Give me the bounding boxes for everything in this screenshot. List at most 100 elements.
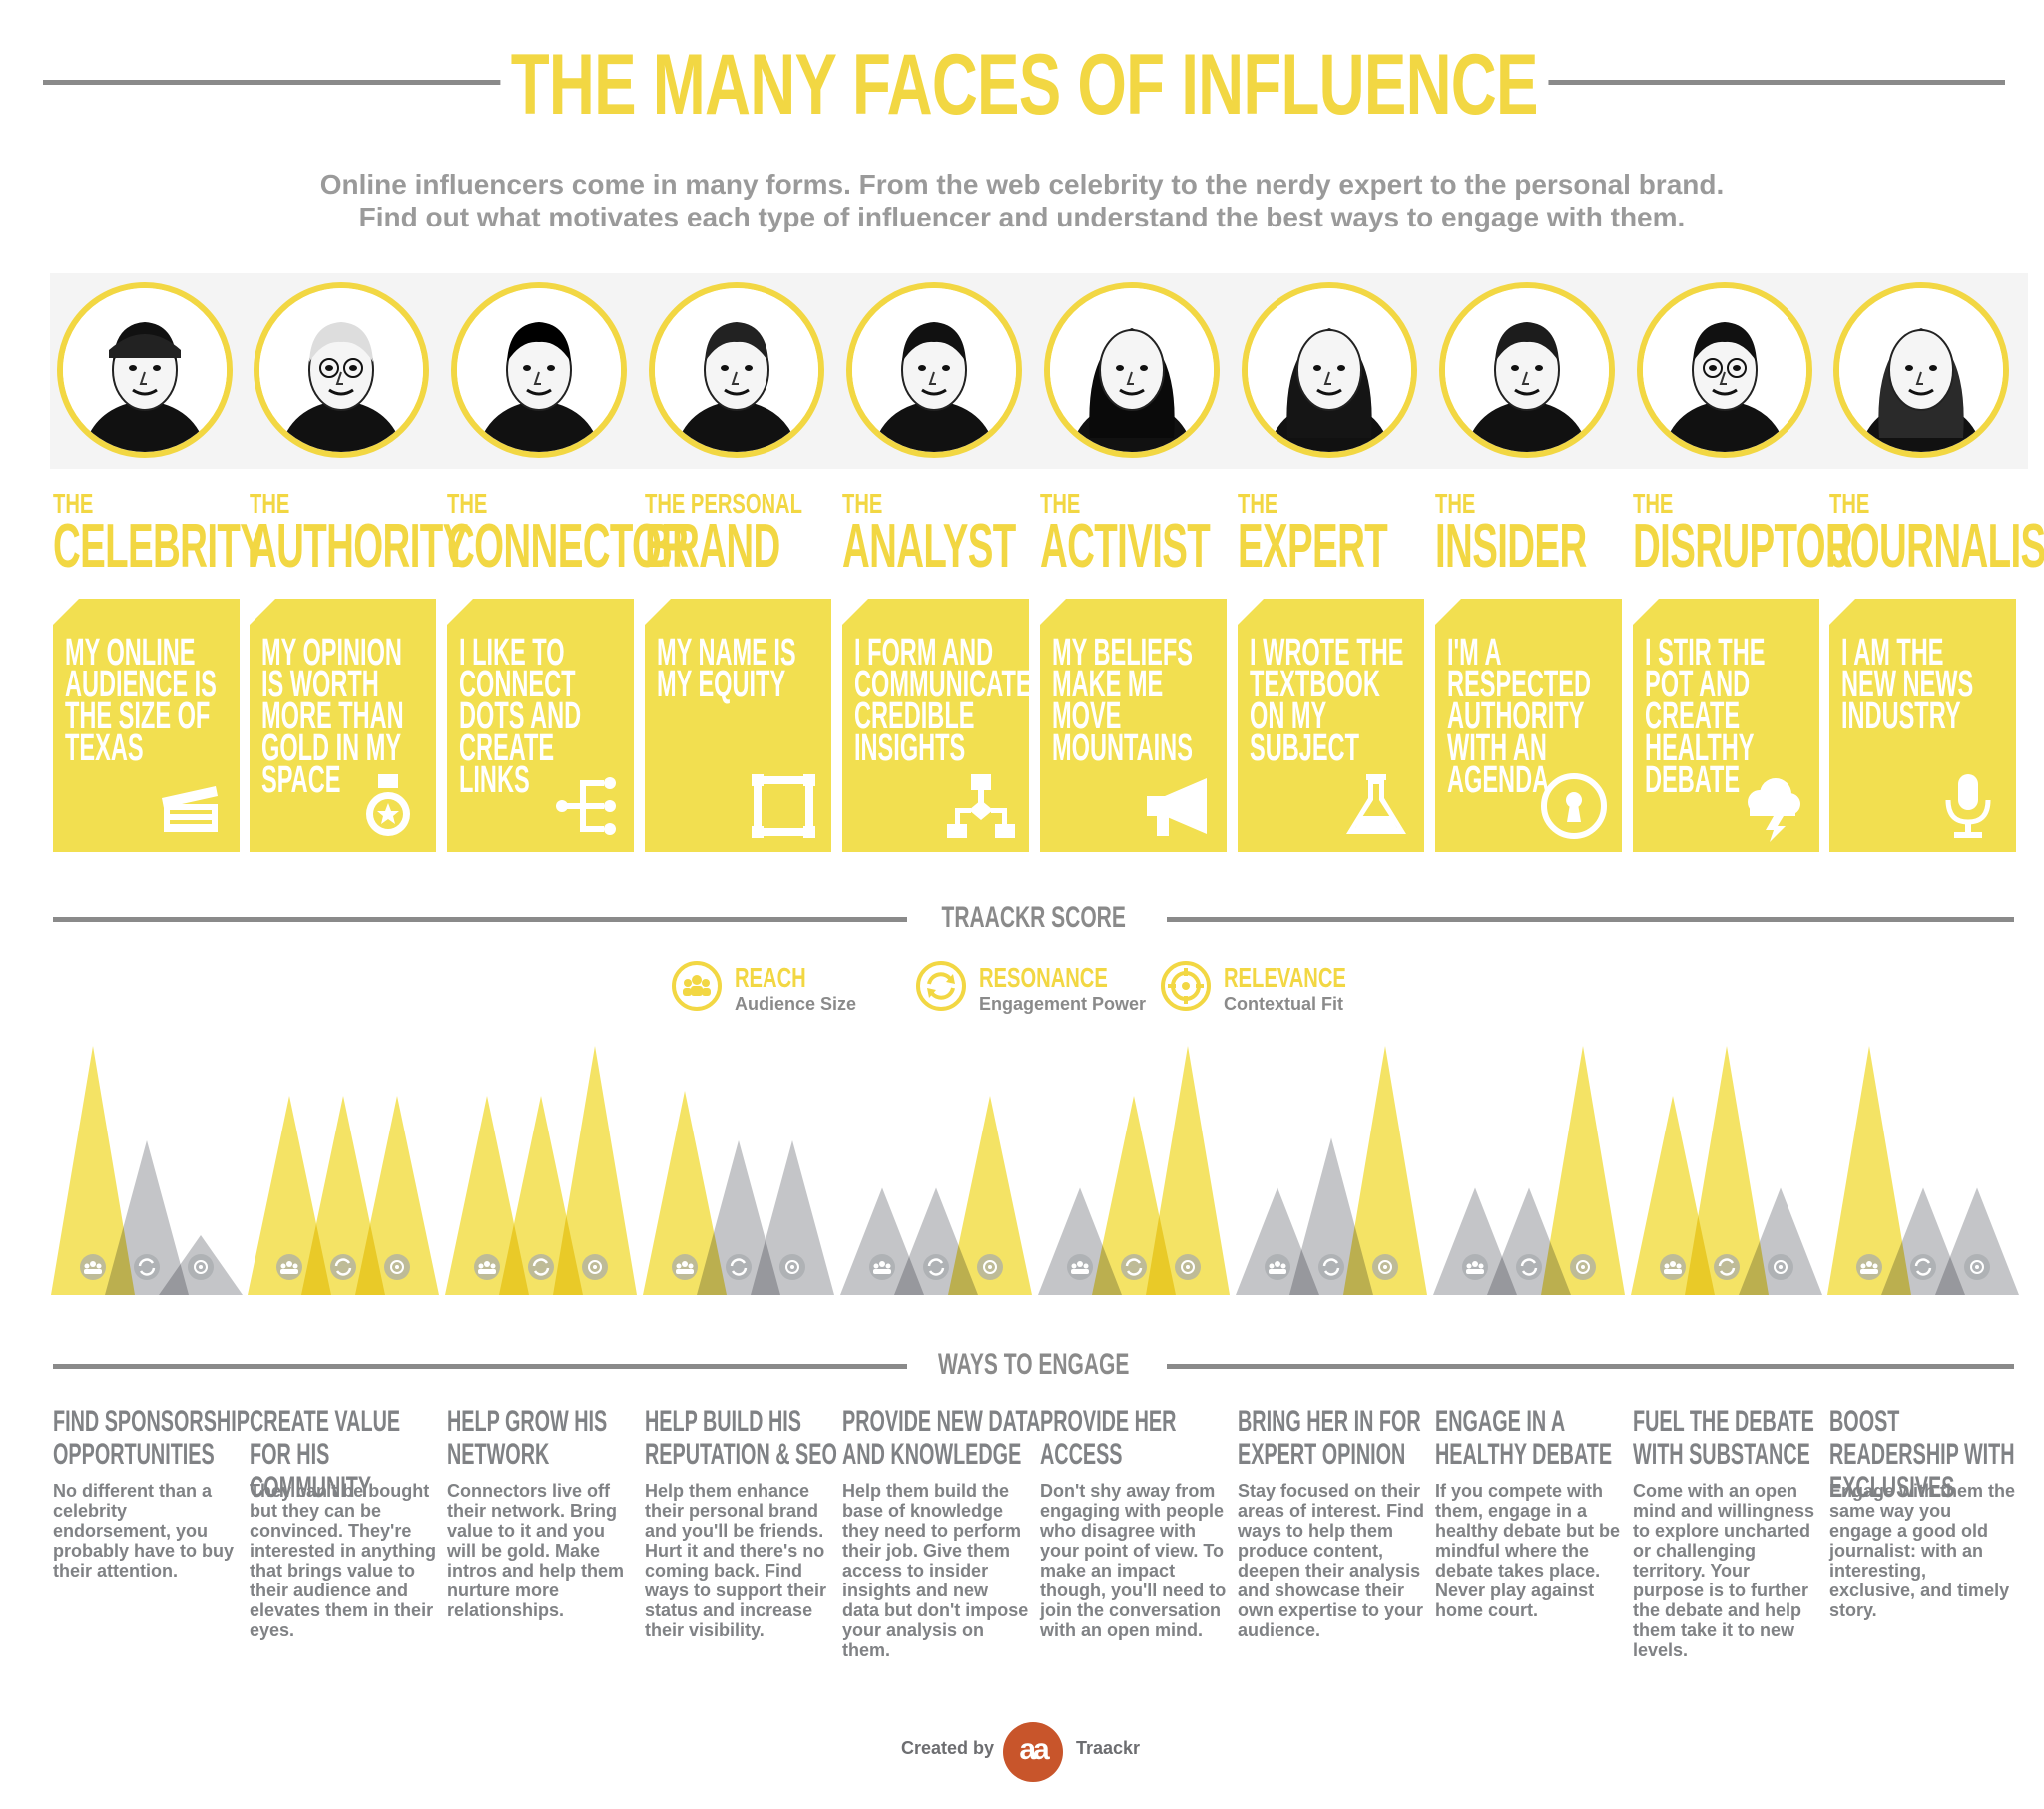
relevance-marker-icon [384,1254,410,1280]
motto-text: MY OPINION IS WORTH MORE THAN GOLD IN MY… [261,632,404,801]
motto-text: I'M A RESPECTED AUTHORITY WITH AN AGENDA [1447,632,1592,801]
engage-title: ENGAGE IN A HEALTHY DEBATE [1435,1405,1613,1471]
legend-relevance-name: RELEVANCE [1224,962,1346,993]
resonance-marker-icon [330,1254,356,1280]
card-notch [842,599,868,625]
relevance-marker-icon [1570,1254,1596,1280]
engage-title: BRING HER IN FOR EXPERT OPINION [1238,1405,1421,1471]
type-prefix: THE [1435,488,1476,519]
score-peak-resonance [1685,1046,1769,1295]
score-peak-resonance [301,1096,385,1295]
reach-marker-icon [80,1254,106,1280]
title-rule-right [1470,80,2005,85]
portrait-image [457,288,621,452]
reach-marker-icon [1265,1254,1290,1280]
score-peak-relevance [751,1140,834,1295]
motto-card-activist: MY BELIEFS MAKE ME MOVE MOUNTAINS [1040,599,1227,852]
footer: Created by aa Traackr [0,1722,2044,1782]
engagement-icon [916,961,966,1011]
reach-marker-icon [1067,1254,1093,1280]
microphone-icon [1945,774,1991,838]
motto-text: MY NAME IS MY EQUITY [657,632,796,705]
type-prefix: THE [1040,488,1081,519]
card-notch [1238,599,1264,625]
traackr-logo[interactable]: aa [1003,1722,1063,1782]
reach-marker-icon [1660,1254,1686,1280]
footer-brand[interactable]: Traackr [1076,1738,1141,1758]
engage-body: Help them build the base of knowledge th… [842,1481,1029,1660]
motto-text: I STIR THE POT AND CREATE HEALTHY DEBATE [1645,632,1766,801]
relevance-marker-icon [582,1254,608,1280]
engage-body: Stay focused on their areas of interest.… [1238,1481,1425,1640]
score-peak-reach [1433,1187,1517,1295]
score-group-insider [1433,1046,1625,1295]
resonance-marker-icon [1714,1254,1740,1280]
score-peak-reach [248,1096,331,1295]
score-group-disruptor [1631,1046,1822,1295]
portrait-image [1445,288,1609,452]
reach-marker-icon [672,1254,698,1280]
score-group-journalist [1827,1046,2019,1295]
motto-text: I LIKE TO CONNECT DOTS AND CREATE LINKS [459,632,582,801]
flowchart-icon [947,774,1015,838]
engage-title: BOOST READERSHIP WITH EXCLUSIVES [1829,1405,2015,1504]
reach-marker-icon [474,1254,500,1280]
portrait-image [259,288,423,452]
engage-body: They can't be bought but they can be con… [250,1481,437,1640]
portrait-disruptor [1637,282,1812,458]
score-peak-relevance [1343,1046,1427,1295]
motto-text: I WROTE THE TEXTBOOK ON MY SUBJECT [1250,632,1404,769]
portrait-image [1050,288,1214,452]
flask-icon [1346,774,1406,834]
card-notch [447,599,473,625]
engage-rule-right [1167,1364,2014,1369]
score-peak-resonance [105,1140,189,1295]
portrait-journalist [1833,282,2009,458]
motto-card-connector: I LIKE TO CONNECT DOTS AND CREATE LINKS [447,599,634,852]
motto-card-celebrity: MY ONLINE AUDIENCE IS THE SIZE OF TEXAS [53,599,240,852]
reach-marker-icon [1462,1254,1488,1280]
engage-title: CREATE VALUE FOR HIS COMMUNITY [250,1405,401,1504]
legend-resonance-sub: Engagement Power [979,994,1147,1014]
motto-card-expert: I WROTE THE TEXTBOOK ON MY SUBJECT [1238,599,1424,852]
portrait-image [1839,288,2003,452]
relevance-marker-icon [1372,1254,1398,1280]
motto-text: I AM THE NEW NEWS INDUSTRY [1841,632,1974,737]
engage-body: Connectors live off their network. Bring… [447,1481,625,1620]
type-name-disruptor: DISRUPTOR [1633,512,1853,581]
type-prefix: THE [447,488,488,519]
medal-icon [366,774,410,836]
score-peak-relevance [1541,1046,1625,1295]
type-name-brand: BRAND [645,512,780,581]
type-prefix: THE [53,488,94,519]
score-group-expert [1236,1046,1427,1295]
score-peak-reach [643,1091,727,1295]
portrait-image [1643,288,1806,452]
legend-reach-name: REACH [735,962,806,993]
legend-relevance-sub: Contextual Fit [1224,994,1343,1014]
subtitle: Online influencers come in many forms. F… [100,168,1944,233]
card-notch [1633,599,1659,625]
engage-body: Engage with them the same way you engage… [1829,1481,2016,1620]
score-peak-relevance [1935,1187,2019,1295]
engage-body: If you compete with them, engage in a he… [1435,1481,1621,1620]
motto-text: MY ONLINE AUDIENCE IS THE SIZE OF TEXAS [65,632,217,769]
score-group-connector [445,1046,637,1295]
engage-title: FIND SPONSORSHIP OPPORTUNITIES [53,1405,250,1471]
portrait-image [1248,288,1411,452]
frame-icon [752,774,815,838]
score-rule-right [1167,917,2014,922]
motto-text: I FORM AND COMMUNICATE CREDIBLE INSIGHTS [854,632,1032,769]
resonance-marker-icon [528,1254,554,1280]
card-notch [645,599,671,625]
portrait-analyst [846,282,1022,458]
reach-marker-icon [1856,1254,1882,1280]
engage-title: PROVIDE HER ACCESS [1040,1405,1177,1471]
network-icon [556,777,616,835]
score-peak-reach [51,1046,135,1295]
score-group-celebrity [51,1046,243,1295]
engage-title: HELP BUILD HIS REPUTATION & SEO [645,1405,837,1471]
type-name-connector: CONNECTOR [447,512,689,581]
motto-card-authority: MY OPINION IS WORTH MORE THAN GOLD IN MY… [250,599,436,852]
motto-card-journalist: I AM THE NEW NEWS INDUSTRY [1829,599,2016,852]
